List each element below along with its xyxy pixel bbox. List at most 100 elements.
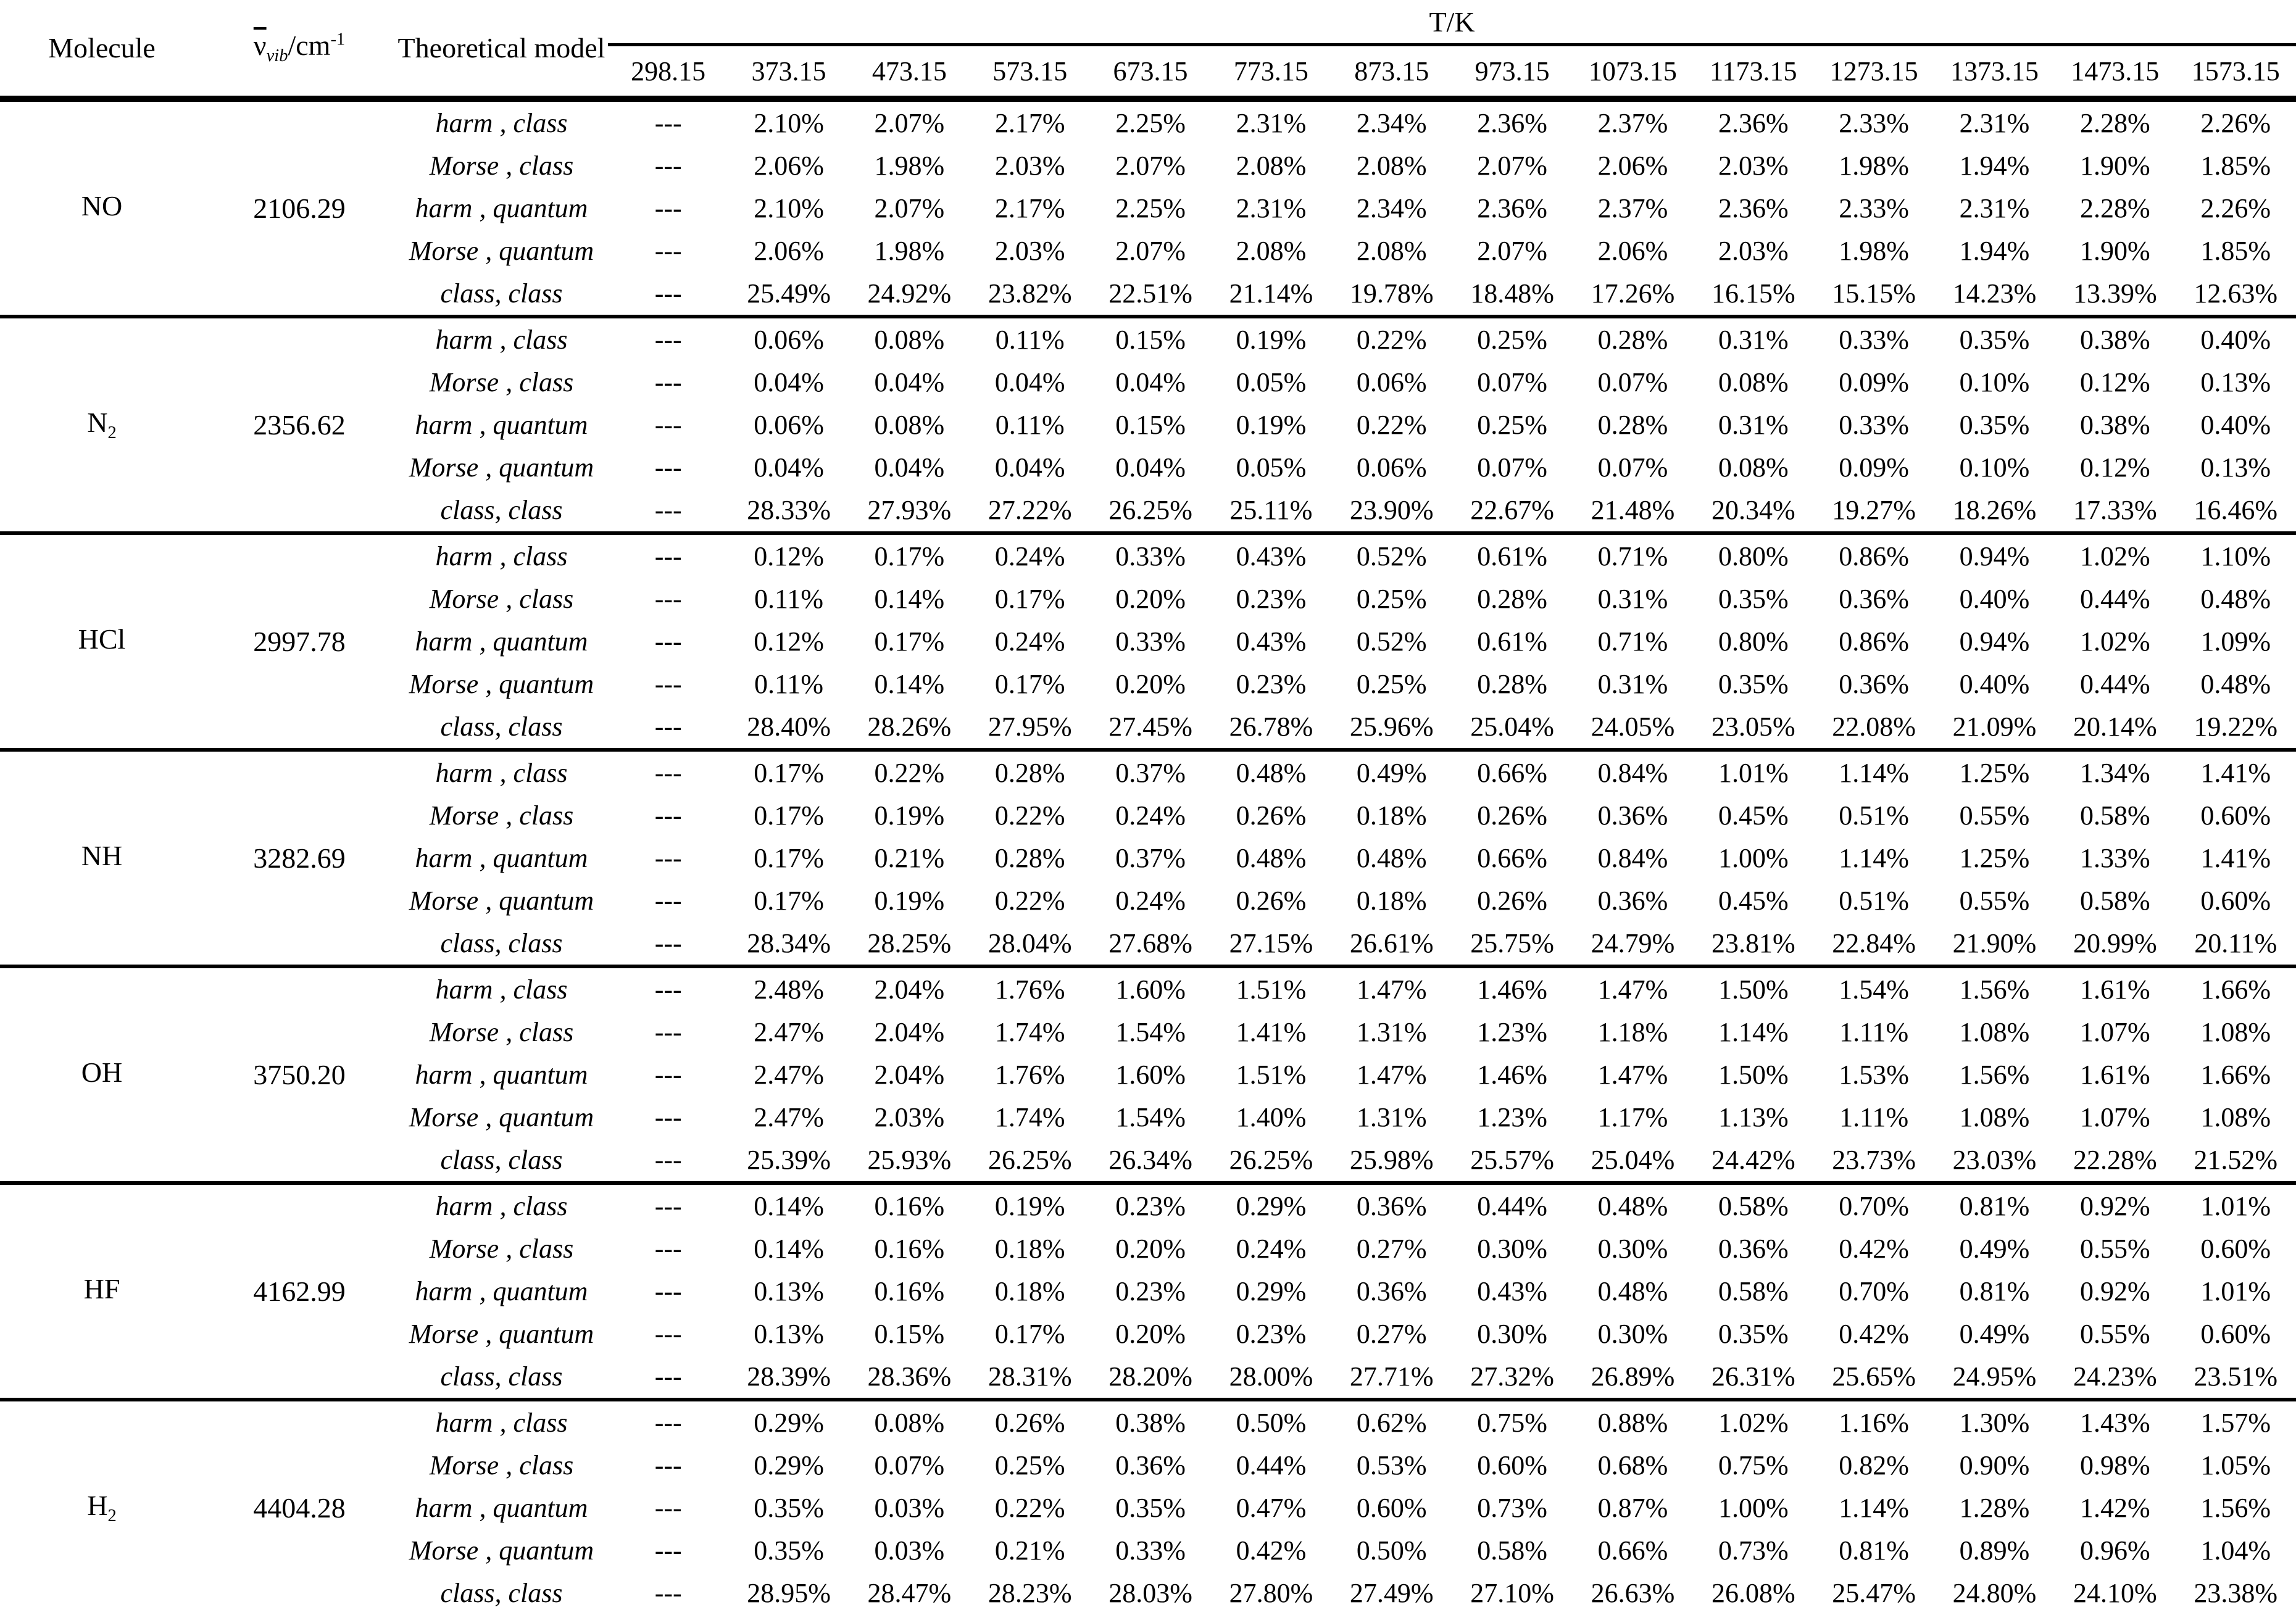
temp-header-cell: 1573.15 [2175, 44, 2296, 102]
value-cell: 1.61% [2079, 1060, 2150, 1090]
value-cell: 26.25% [988, 1145, 1072, 1175]
value-cell: 0.55% [2079, 1234, 2150, 1264]
value-cell: 28.31% [988, 1361, 1072, 1392]
value-cell: 0.03% [874, 1493, 945, 1523]
value-cell: 0.15% [1090, 315, 1211, 361]
value-cell: 2.34% [1356, 193, 1427, 223]
value-cell: 2.36% [1718, 193, 1789, 223]
value-cell: 0.36% [1597, 800, 1668, 831]
value-cell: 27.10% [1470, 1578, 1554, 1608]
value-cell: 0.07% [874, 1450, 945, 1480]
value-cell: 0.13% [2200, 452, 2271, 483]
value-cell: 0.28% [994, 843, 1065, 873]
value-cell: 1.47% [1331, 965, 1452, 1011]
table-row: OH 3750.20 harm , class --- 2.48% 2.04% 1.76% 1… [0, 965, 2296, 1183]
value-cell: 0.60% [1477, 1450, 1547, 1480]
table-row: HCl 2997.78 harm , class --- 0.12% 0.17% 0.24%… [0, 531, 2296, 750]
value-cell: --- [654, 193, 682, 223]
value-cell: 25.04% [1470, 712, 1554, 742]
model-cell: harm , class [395, 748, 608, 794]
value-cell: 2.07% [874, 193, 945, 223]
value-cell: 0.60% [2200, 1234, 2271, 1264]
value-cell: 0.52% [1356, 626, 1427, 657]
value-cell: 0.30% [1477, 1319, 1547, 1349]
value-cell: 2.08% [1356, 151, 1427, 181]
value-cell: 1.46% [1452, 965, 1573, 1011]
model-cell: class, class [440, 278, 563, 309]
value-cell: 0.40% [1959, 669, 2030, 699]
value-cell: 2.26% [2175, 97, 2296, 144]
value-cell: 1.98% [874, 151, 945, 181]
value-cell: 0.17% [754, 886, 824, 916]
value-cell: 0.60% [2200, 800, 2271, 831]
value-cell: 1.14% [1718, 1017, 1789, 1047]
value-cell: 1.41% [2175, 748, 2296, 794]
value-cell: 17.33% [2073, 495, 2157, 525]
value-cell: 0.17% [994, 669, 1065, 699]
value-cell: 0.84% [1572, 748, 1694, 794]
model-cell: harm , quantum [415, 626, 588, 657]
value-cell: 0.27% [1356, 1319, 1427, 1349]
value-cell: 2.26% [2200, 193, 2271, 223]
molecule-cell: OH [0, 965, 204, 1183]
model-cell: Morse , quantum [409, 1535, 594, 1566]
value-cell: 0.13% [754, 1276, 824, 1306]
value-cell: 0.82% [1839, 1450, 1909, 1480]
table-row: class, class --- 25.39% 25.93% 26.25% 26.34% 2… [0, 1139, 2296, 1183]
value-cell: 2.36% [1693, 97, 1814, 144]
model-cell: Morse , class [429, 1450, 574, 1480]
value-cell: 23.90% [1349, 495, 1434, 525]
value-cell: 0.19% [970, 1181, 1091, 1227]
value-cell: 0.33% [1115, 1535, 1186, 1566]
value-cell: --- [608, 1181, 729, 1227]
value-cell: 1.76% [994, 1060, 1065, 1090]
value-cell: 26.25% [1229, 1145, 1313, 1175]
value-cell: 0.30% [1477, 1234, 1547, 1264]
value-cell: 0.31% [1597, 669, 1668, 699]
value-cell: 0.86% [1839, 626, 1909, 657]
temperature-header-row: 298.15 373.15 473.15 573.15 673.15 773.15 873.… [0, 44, 2296, 102]
value-cell: 1.66% [2200, 1060, 2271, 1090]
value-cell: 1.98% [1839, 236, 1909, 266]
value-cell: 2.03% [1718, 236, 1789, 266]
model-cell: Morse , class [429, 151, 574, 181]
model-cell: harm , class [395, 965, 608, 1011]
value-cell: 2.03% [994, 151, 1065, 181]
value-cell: 0.71% [1597, 626, 1668, 657]
table-row: Morse , class --- 0.29% 0.07% 0.25% 0.36% 0.44… [0, 1444, 2296, 1487]
value-cell: --- [654, 1450, 682, 1480]
value-cell: 0.26% [1477, 800, 1547, 831]
temp-header-cell: 373.15 [728, 44, 849, 102]
value-cell: 2.31% [1959, 193, 2030, 223]
value-cell: 0.35% [754, 1535, 824, 1566]
value-cell: 0.20% [1115, 584, 1186, 614]
value-cell: 0.17% [754, 843, 824, 873]
value-cell: --- [654, 367, 682, 397]
value-cell: 0.21% [994, 1535, 1065, 1566]
value-cell: 1.00% [1718, 1493, 1789, 1523]
value-cell: 0.12% [728, 531, 849, 578]
value-cell: 2.25% [1090, 97, 1211, 144]
value-cell: 26.25% [1108, 495, 1192, 525]
value-cell: 0.50% [1210, 1398, 1332, 1444]
value-cell: 21.90% [1952, 928, 2037, 958]
value-cell: 24.79% [1591, 928, 1675, 958]
value-cell: 25.11% [1229, 495, 1313, 525]
value-cell: 0.60% [2200, 1319, 2271, 1349]
value-cell: 1.85% [2200, 236, 2271, 266]
value-cell: 2.04% [874, 1017, 945, 1047]
value-cell: 1.11% [1839, 1017, 1909, 1047]
value-cell: 1.08% [2200, 1102, 2271, 1132]
value-cell: 2.06% [754, 151, 824, 181]
value-cell: 20.99% [2073, 928, 2157, 958]
value-cell: 0.17% [994, 584, 1065, 614]
value-cell: 0.08% [874, 410, 945, 440]
value-cell: 1.90% [2079, 151, 2150, 181]
value-cell: 27.80% [1229, 1578, 1313, 1608]
value-cell: 2.48% [728, 965, 849, 1011]
value-cell: 0.26% [970, 1398, 1091, 1444]
value-cell: 19.22% [2194, 712, 2278, 742]
value-cell: 26.61% [1349, 928, 1434, 958]
value-cell: 0.22% [994, 886, 1065, 916]
